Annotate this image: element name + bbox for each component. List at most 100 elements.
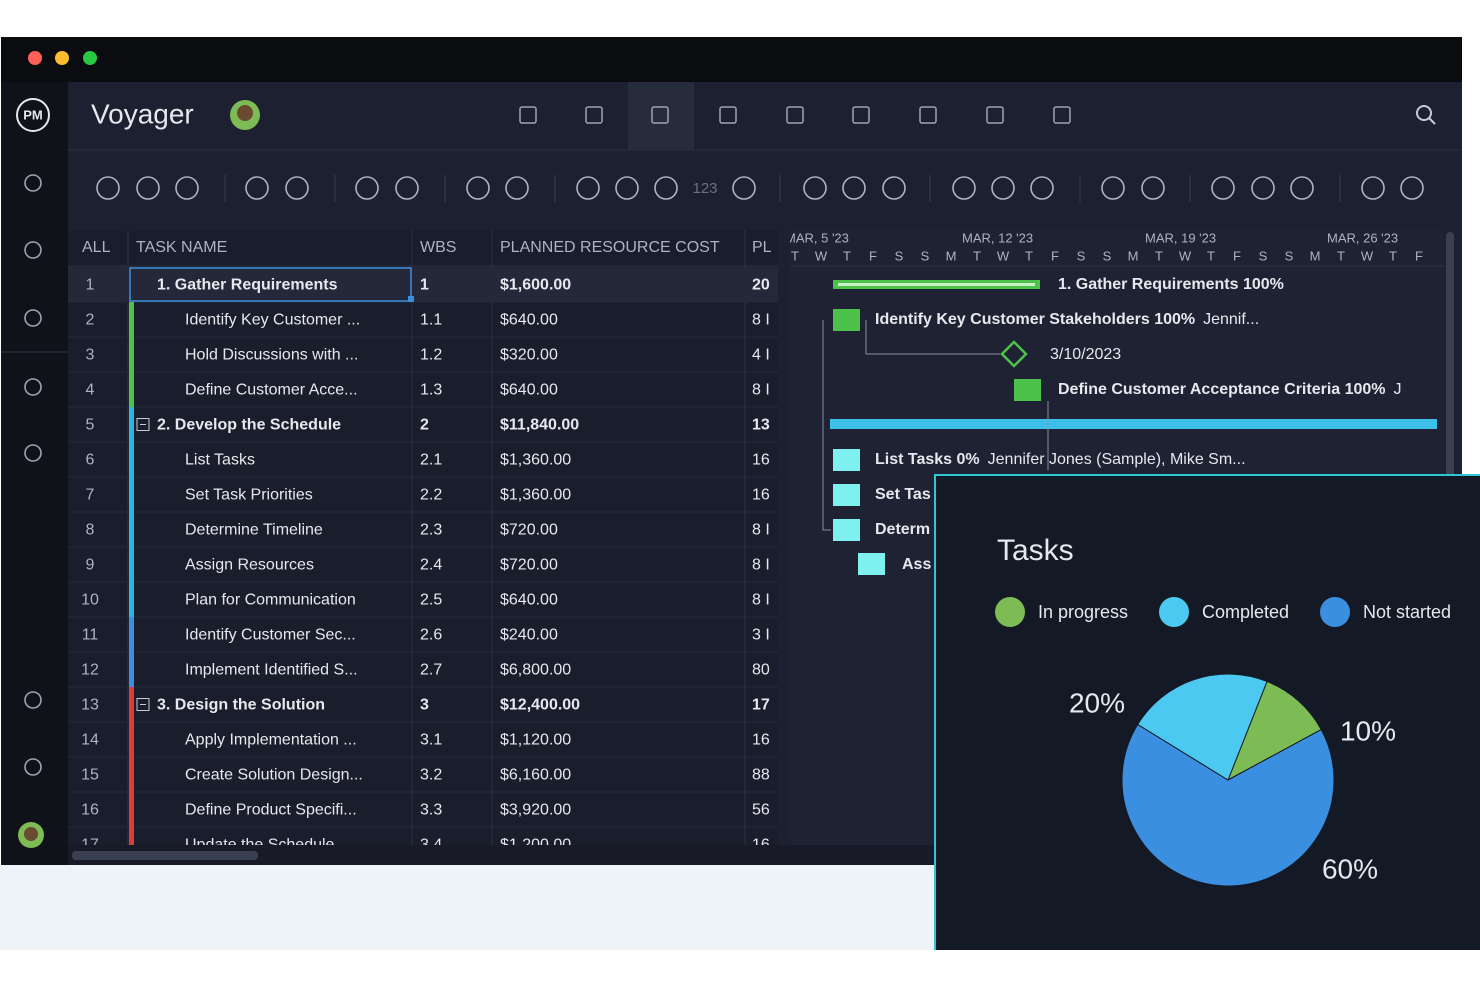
cell[interactable]: 11 <box>82 627 99 644</box>
collapse-toggle[interactable] <box>136 418 150 431</box>
toolbar-icon[interactable] <box>654 176 678 200</box>
toolbar-icon[interactable] <box>245 176 269 200</box>
cell[interactable]: 14 <box>81 732 99 749</box>
minimize-button[interactable] <box>55 51 69 65</box>
cell[interactable]: Apply Implementation ... <box>185 732 357 749</box>
cell[interactable]: $11,840.00 <box>500 417 579 434</box>
cell[interactable]: 16 <box>81 802 99 819</box>
cell[interactable]: 10 <box>81 592 99 609</box>
cell[interactable]: List Tasks <box>185 452 255 469</box>
cell[interactable]: 3.1 <box>420 732 442 749</box>
view-tab-icon[interactable] <box>519 106 537 124</box>
cell[interactable]: 8 I <box>752 522 770 539</box>
cell[interactable]: Identify Key Customer ... <box>185 312 360 329</box>
cell[interactable]: 2.7 <box>420 662 442 679</box>
legend-label[interactable]: Not started <box>1363 602 1451 622</box>
cell[interactable]: 1.2 <box>420 347 442 364</box>
toolbar-icon[interactable] <box>732 176 756 200</box>
view-tab-icon[interactable] <box>651 106 669 124</box>
cell[interactable]: 16 <box>752 732 770 749</box>
cell[interactable]: $640.00 <box>500 312 558 329</box>
toolbar-icon[interactable] <box>1030 176 1054 200</box>
cell[interactable]: 16 <box>752 452 770 469</box>
cell[interactable]: 1 <box>86 277 95 294</box>
cell[interactable]: $320.00 <box>500 347 558 364</box>
toolbar-icon[interactable] <box>882 176 906 200</box>
cell[interactable]: 2.2 <box>420 487 442 504</box>
view-tab-icon[interactable] <box>986 106 1004 124</box>
cell[interactable]: 2.1 <box>420 452 442 469</box>
cell[interactable]: 4 <box>86 382 95 399</box>
toolbar-icon[interactable] <box>615 176 639 200</box>
cell[interactable]: 56 <box>752 802 770 819</box>
cell[interactable]: 3.3 <box>420 802 442 819</box>
toolbar-icon[interactable] <box>1211 176 1235 200</box>
cell[interactable]: 8 I <box>752 557 770 574</box>
cell[interactable]: 80 <box>752 662 770 679</box>
cell[interactable]: $3,920.00 <box>500 802 571 819</box>
cell[interactable]: 2.4 <box>420 557 442 574</box>
cell[interactable]: 1.3 <box>420 382 442 399</box>
view-tab-icon[interactable] <box>1053 106 1071 124</box>
cell[interactable]: 3 I <box>752 627 770 644</box>
legend-label[interactable]: In progress <box>1038 602 1128 622</box>
toolbar-icon[interactable] <box>355 176 379 200</box>
cell[interactable]: 16 <box>752 837 770 854</box>
cell[interactable]: 3 <box>420 697 429 714</box>
cell[interactable]: 20 <box>752 277 770 294</box>
search-icon[interactable] <box>1416 105 1432 121</box>
toolbar-icon[interactable] <box>505 176 529 200</box>
view-tab-icon[interactable] <box>786 106 804 124</box>
cell[interactable]: Identify Customer Sec... <box>185 627 356 644</box>
cell[interactable]: $1,360.00 <box>500 452 571 469</box>
scrollbar-thumb[interactable] <box>72 851 258 860</box>
toolbar-icon[interactable] <box>466 176 490 200</box>
cell[interactable]: 17 <box>752 697 770 714</box>
toolbar-icon[interactable] <box>1361 176 1385 200</box>
gantt-scrollbar[interactable] <box>1446 232 1454 482</box>
view-tab-icon[interactable] <box>919 106 937 124</box>
cell[interactable]: $640.00 <box>500 382 558 399</box>
toolbar-icon[interactable] <box>1101 176 1125 200</box>
toolbar-icon[interactable] <box>96 176 120 200</box>
cell[interactable]: $720.00 <box>500 557 558 574</box>
cell[interactable]: 8 I <box>752 382 770 399</box>
toolbar-icon[interactable] <box>136 176 160 200</box>
cell[interactable]: Plan for Communication <box>185 592 356 609</box>
sidebar-icon[interactable] <box>24 758 42 776</box>
toolbar-icon[interactable] <box>175 176 199 200</box>
cell[interactable]: Implement Identified S... <box>185 662 358 679</box>
legend-swatch[interactable] <box>1320 597 1350 627</box>
toolbar-icon[interactable] <box>803 176 827 200</box>
cell[interactable]: Determine Timeline <box>185 522 323 539</box>
cell[interactable]: Update the Schedule <box>185 837 335 854</box>
cell[interactable]: 2.3 <box>420 522 442 539</box>
cell[interactable]: 3.2 <box>420 767 442 784</box>
pie-slice[interactable] <box>1227 680 1322 782</box>
cell[interactable]: 12 <box>81 662 99 679</box>
cell[interactable]: 5 <box>86 417 95 434</box>
cell[interactable]: 7 <box>86 487 95 504</box>
cell[interactable]: $720.00 <box>500 522 558 539</box>
cell[interactable]: $12,400.00 <box>500 697 580 714</box>
active-tab[interactable] <box>628 82 694 150</box>
cell[interactable]: 8 I <box>752 312 770 329</box>
cell[interactable]: $1,120.00 <box>500 732 571 749</box>
toolbar-icon[interactable] <box>1400 176 1424 200</box>
toolbar-icon[interactable] <box>991 176 1015 200</box>
cell[interactable]: 4 I <box>752 347 770 364</box>
cell[interactable]: $640.00 <box>500 592 558 609</box>
toolbar-icon[interactable] <box>842 176 866 200</box>
cell[interactable]: 3 <box>86 347 95 364</box>
sidebar-icon[interactable] <box>24 241 42 259</box>
cell[interactable]: 2. Develop the Schedule <box>157 417 341 434</box>
cell[interactable]: 13 <box>81 697 99 714</box>
view-tab-icon[interactable] <box>852 106 870 124</box>
pie-slice[interactable] <box>1137 673 1268 781</box>
cell[interactable]: $1,360.00 <box>500 487 571 504</box>
cell[interactable]: $1,200.00 <box>500 837 571 854</box>
cell[interactable]: $240.00 <box>500 627 558 644</box>
cell[interactable]: 1. Gather Requirements <box>157 277 338 294</box>
toolbar-icon[interactable] <box>1290 176 1314 200</box>
collapse-toggle[interactable] <box>136 698 150 711</box>
